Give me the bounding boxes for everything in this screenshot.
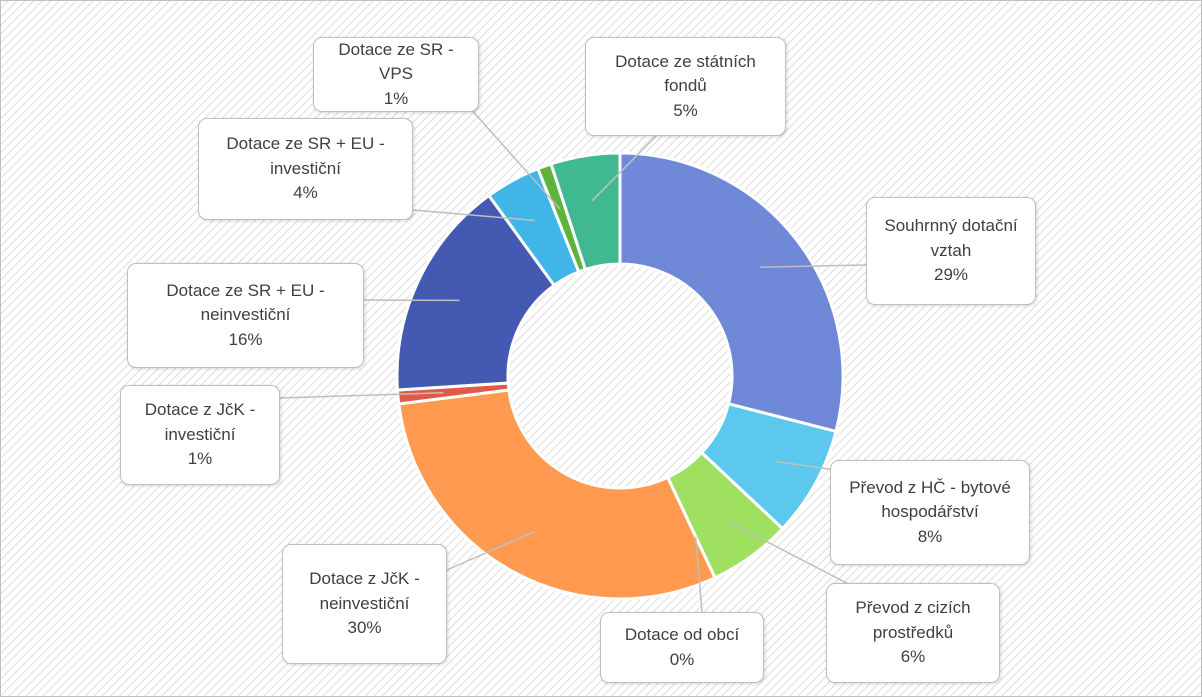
data-label: Dotace od obcí 0% — [600, 612, 764, 683]
category-label: Dotace z JčK - neinvestiční — [309, 569, 420, 613]
leader-line — [760, 264, 867, 268]
leader-line — [279, 391, 444, 399]
data-label: Souhrnný dotační vztah 29% — [866, 197, 1036, 305]
data-label: Dotace z JčK - neinvestiční 30% — [282, 544, 447, 664]
category-label: Dotace ze státních fondů — [615, 51, 756, 96]
donut-slice — [397, 388, 717, 601]
data-label: Dotace ze SR + EU - investiční 4% — [198, 118, 413, 220]
donut-slice — [549, 151, 622, 272]
leader-line — [446, 530, 535, 571]
value-label: 0% — [669, 649, 695, 669]
value-label: 4% — [293, 183, 318, 203]
category-label: Dotace ze SR + EU - investiční — [226, 134, 385, 178]
category-label: Převod z HČ - bytové hospodářství — [849, 477, 1011, 522]
value-label: 1% — [187, 449, 213, 469]
data-label: Převod z cizích prostředků 6% — [826, 583, 1000, 683]
value-label: 1% — [383, 88, 409, 108]
donut-slice — [618, 151, 845, 434]
data-label: Převod z HČ - bytové hospodářství 8% — [830, 460, 1030, 565]
donut-slice — [395, 193, 557, 392]
data-label: Dotace ze SR + EU - neinvestiční 16% — [127, 263, 364, 368]
data-label: Dotace ze SR - VPS 1% — [313, 37, 479, 112]
data-label: Dotace z JčK - investiční 1% — [120, 385, 280, 485]
leader-line — [723, 518, 861, 591]
leader-line — [469, 107, 561, 210]
leader-line — [412, 209, 535, 222]
category-label: Převod z cizích prostředků — [855, 598, 971, 642]
value-label: 8% — [917, 526, 943, 546]
category-label: Dotace ze SR + EU - neinvestiční — [166, 280, 325, 325]
value-label: 6% — [900, 647, 926, 667]
category-label: Dotace z JčK - investiční — [144, 400, 256, 444]
category-label: Dotace ze SR - VPS — [338, 39, 454, 84]
leader-line — [694, 536, 703, 613]
value-label: 16% — [228, 329, 263, 349]
category-label: Souhrnný dotační vztah — [884, 216, 1018, 260]
category-label: Dotace od obcí — [624, 624, 740, 644]
value-label: 30% — [347, 618, 382, 638]
leader-line — [591, 131, 661, 202]
value-label: 29% — [933, 265, 969, 285]
value-label: 5% — [673, 100, 698, 120]
data-label: Dotace ze státních fondů 5% — [585, 37, 786, 136]
